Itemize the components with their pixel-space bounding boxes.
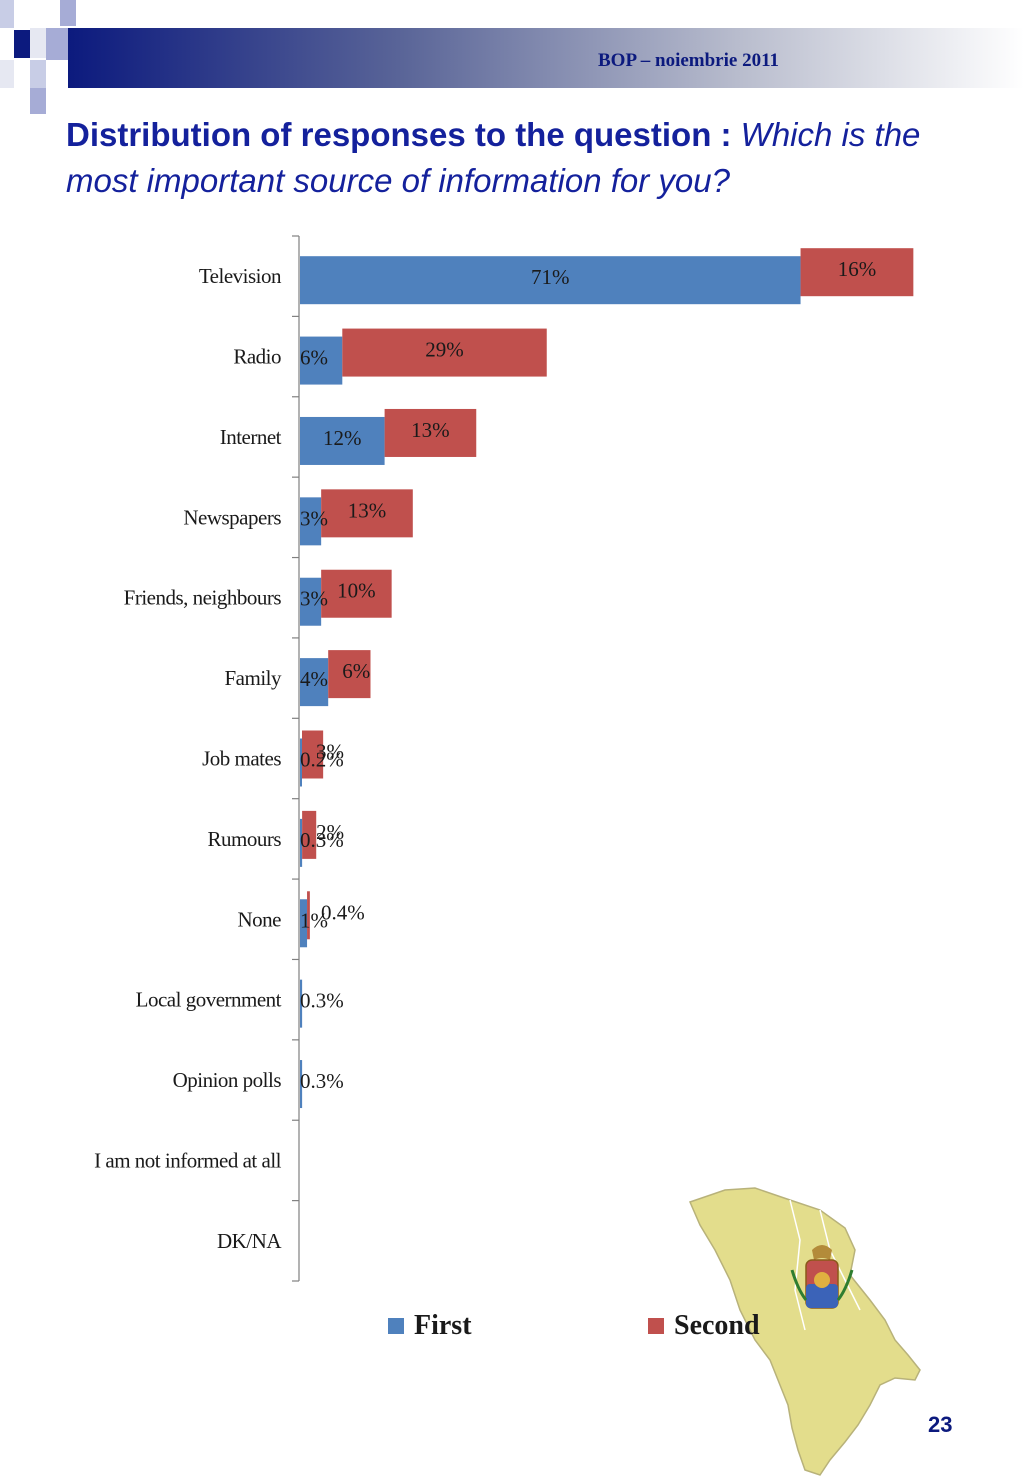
- header-text: BOP – noiembrie 2011: [598, 50, 780, 71]
- category-label: Family: [224, 666, 282, 690]
- bar-second: [307, 891, 310, 940]
- data-label: 0.4%: [321, 900, 365, 924]
- data-label: 71%: [531, 265, 570, 289]
- data-label: 16%: [838, 257, 877, 281]
- decorative-square: [30, 60, 46, 88]
- bar-first: [300, 416, 385, 465]
- bar-first: [300, 1060, 303, 1109]
- decorative-square: [0, 0, 14, 28]
- decorative-square: [30, 88, 46, 114]
- category-label: Newspapers: [183, 505, 281, 529]
- decorative-square: [60, 0, 76, 26]
- bar-second: [321, 569, 392, 618]
- bar-first: [300, 256, 801, 305]
- bar-second: [302, 730, 324, 779]
- data-label: 0.3%: [300, 989, 344, 1013]
- bar-first: [300, 899, 308, 948]
- legend-label-first: First: [414, 1310, 472, 1341]
- decorative-square: [0, 60, 14, 88]
- data-label: 3%: [316, 740, 344, 764]
- category-label: DK/NA: [217, 1229, 282, 1253]
- category-label: Opinion polls: [173, 1068, 282, 1092]
- data-label: 6%: [300, 346, 328, 370]
- bar-second: [342, 328, 547, 377]
- legend-label-second: Second: [674, 1310, 760, 1341]
- category-label: I am not informed at all: [94, 1148, 282, 1172]
- bar-first: [300, 577, 322, 626]
- bar-first: [300, 818, 303, 867]
- bar-second: [800, 248, 914, 297]
- decorative-square: [46, 28, 68, 60]
- title-italic-part: Which is the most important source of in…: [66, 116, 921, 199]
- data-label: 3%: [300, 587, 328, 611]
- data-label: 1%: [300, 908, 328, 932]
- page-number: 23: [928, 1412, 953, 1437]
- data-label: 29%: [425, 338, 464, 362]
- category-label: Radio: [233, 345, 281, 369]
- bar-first: [300, 336, 343, 385]
- legend-swatch-first: [388, 1318, 404, 1334]
- header-band: [68, 28, 1024, 88]
- legend-swatch-second: [648, 1318, 664, 1334]
- bar-second: [302, 810, 317, 859]
- data-label: 10%: [337, 579, 376, 603]
- title-bold-part: Distribution of responses to the questio…: [66, 116, 732, 153]
- category-label: Friends, neighbours: [124, 586, 282, 610]
- coat-of-arms-icon: [790, 1245, 854, 1309]
- data-label: 13%: [348, 498, 387, 522]
- moldova-map-icon: [688, 1187, 921, 1476]
- bar-first: [300, 658, 329, 707]
- category-label: Internet: [220, 425, 282, 449]
- category-label: Local government: [136, 988, 282, 1012]
- data-label: 3%: [300, 506, 328, 530]
- data-label: 0.2%: [300, 748, 344, 772]
- bar-second: [328, 650, 371, 699]
- data-label: 0.3%: [300, 1069, 344, 1093]
- bar-first: [300, 497, 322, 546]
- category-label: None: [238, 907, 282, 931]
- data-label: 13%: [411, 418, 450, 442]
- data-label: 2%: [316, 820, 344, 844]
- page-title: Distribution of responses to the questio…: [66, 112, 966, 204]
- category-label: Television: [199, 264, 282, 288]
- bar-first: [300, 979, 303, 1028]
- data-label: 6%: [342, 659, 370, 683]
- data-label: 12%: [323, 426, 362, 450]
- bar-second: [321, 489, 413, 538]
- category-label: Rumours: [207, 827, 281, 851]
- data-label: 4%: [300, 667, 328, 691]
- bar-second: [384, 408, 477, 457]
- category-label: Job mates: [202, 747, 281, 771]
- data-label: 0.3%: [300, 828, 344, 852]
- decorative-square: [30, 28, 46, 58]
- bar-first: [300, 738, 302, 787]
- decorative-square: [14, 30, 30, 58]
